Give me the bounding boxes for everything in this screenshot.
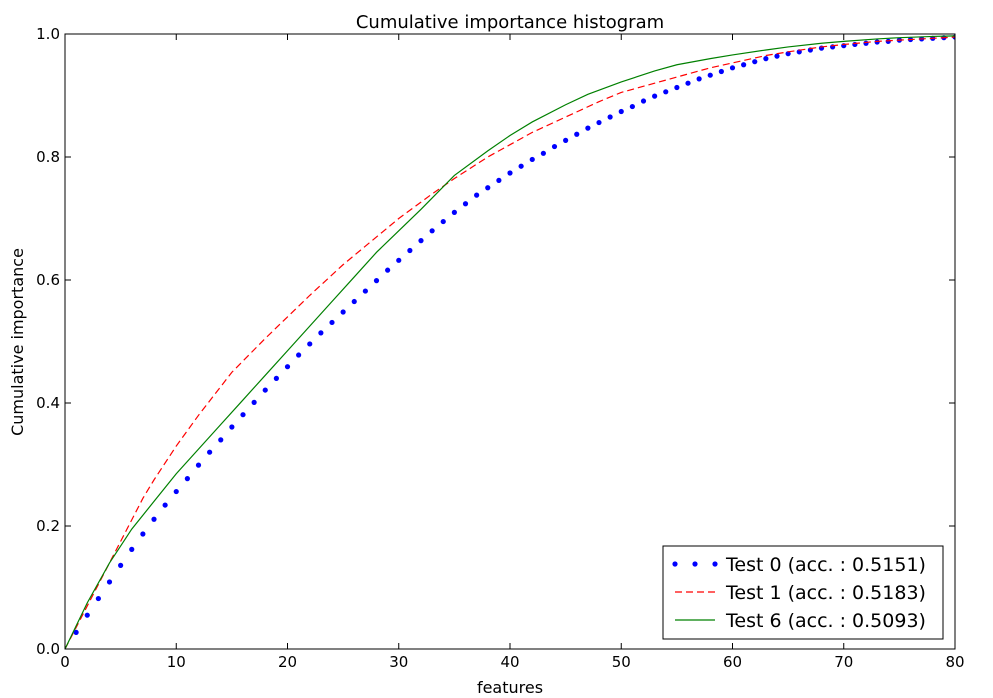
- x-tick-label: 30: [389, 653, 408, 671]
- series-0-point-26: [362, 288, 368, 294]
- series-0-point-5: [129, 546, 135, 552]
- y-tick-label: 1.0: [36, 25, 60, 43]
- y-tick-label: 0.0: [36, 640, 60, 658]
- legend: Test 0 (acc. : 0.5151) Test 1 (acc. : 0.5…: [662, 545, 944, 640]
- y-axis-label: Cumulative importance: [8, 248, 27, 436]
- series-0-point-63: [774, 53, 780, 59]
- series-0-point-45: [574, 131, 580, 137]
- series-0-point-41: [529, 156, 535, 163]
- series-0-point-59: [729, 65, 736, 71]
- x-axis-label: features: [477, 678, 543, 697]
- series-0-point-23: [329, 319, 335, 326]
- series-0-point-47: [596, 119, 602, 126]
- series-0-point-21: [307, 341, 313, 347]
- series-0-point-42: [540, 150, 546, 156]
- series-0-point-24: [340, 309, 346, 315]
- series-0-point-51: [640, 98, 647, 104]
- y-tick-label: 0.4: [36, 394, 60, 412]
- series-0-point-46: [585, 125, 591, 131]
- y-tick-label: 0.8: [36, 148, 60, 166]
- series-0-point-38: [496, 177, 502, 183]
- series-0-point-18: [273, 375, 279, 381]
- series-0-point-7: [151, 516, 157, 522]
- x-tick-label: 50: [612, 653, 631, 671]
- series-0-point-71: [863, 40, 869, 46]
- series-2: [65, 35, 955, 649]
- series-2-line: [65, 35, 955, 649]
- y-tick-label: 0.6: [36, 271, 60, 289]
- series-0-point-39: [507, 170, 513, 176]
- series-0-point-62: [763, 56, 769, 62]
- x-tick-label: 80: [945, 653, 964, 671]
- series-0-point-31: [418, 238, 424, 244]
- series-0-point-19: [284, 364, 291, 370]
- legend-marker-0-1: [692, 561, 698, 567]
- legend-label: Test 0 (acc. : 0.5151): [725, 554, 926, 576]
- series-0-point-54: [674, 84, 680, 91]
- series-0-point-10: [184, 476, 190, 482]
- series-0-point-35: [462, 201, 469, 207]
- series-0-point-61: [752, 59, 758, 65]
- legend-marker-0-2: [712, 561, 718, 567]
- series-0-point-29: [396, 257, 402, 263]
- series-0-point-22: [318, 330, 324, 336]
- series-0-point-43: [551, 143, 558, 150]
- series-0-point-33: [440, 218, 446, 225]
- series-0-point-56: [696, 76, 702, 82]
- series-0-point-32: [429, 228, 435, 234]
- series-0-point-50: [629, 103, 635, 110]
- series-0-point-14: [229, 424, 235, 430]
- legend-label: Test 6 (acc. : 0.5093): [725, 610, 926, 632]
- series-0-point-52: [652, 93, 658, 99]
- series-0-point-13: [218, 437, 224, 443]
- series-0-point-20: [296, 352, 302, 358]
- series-0-point-15: [240, 412, 246, 418]
- series-0-point-30: [407, 247, 413, 254]
- series-0-point-57: [707, 72, 713, 78]
- x-tick-label: 40: [500, 653, 519, 671]
- series-0-point-73: [885, 38, 891, 44]
- series-0-point-49: [618, 108, 624, 115]
- series-0-point-6: [140, 531, 146, 537]
- series-0: [73, 34, 955, 635]
- series-0-point-17: [262, 387, 268, 393]
- series-0-point-25: [351, 298, 357, 305]
- series-0-point-55: [685, 80, 691, 86]
- series-0-point-53: [663, 89, 669, 95]
- x-tick-label: 20: [278, 653, 297, 671]
- series-0-point-11: [195, 462, 202, 468]
- series-0-point-37: [485, 185, 491, 191]
- chart-title: Cumulative importance histogram: [356, 12, 664, 33]
- series-0-point-4: [118, 562, 124, 568]
- series-0-point-70: [852, 41, 858, 48]
- x-tick-label: 60: [723, 653, 742, 671]
- series-0-point-8: [162, 502, 168, 508]
- series-0-point-48: [607, 114, 613, 120]
- series-0-point-72: [874, 39, 880, 45]
- series-0-point-2: [95, 595, 101, 602]
- series-0-point-36: [474, 192, 480, 198]
- series-0-point-28: [385, 267, 391, 273]
- y-tick-label: 0.2: [36, 517, 60, 535]
- plot-area: 0 10 20 30 40 50 60 70 80 0.0 0.2 0.4 0.6 0.8 1.0: [36, 25, 964, 671]
- series-0-point-44: [563, 137, 569, 143]
- series-0-point-40: [518, 163, 524, 169]
- series-0-point-12: [207, 449, 213, 455]
- series-0-point-3: [106, 579, 113, 585]
- series-0-point-64: [785, 51, 791, 57]
- series-0-point-1: [84, 612, 90, 618]
- series-0-point-58: [718, 68, 724, 75]
- series-0-point-27: [373, 278, 380, 284]
- series-0-point-9: [173, 488, 179, 495]
- x-tick-label: 10: [167, 653, 186, 671]
- series-0-point-60: [741, 62, 747, 68]
- series-0-point-34: [451, 209, 457, 215]
- x-tick-label: 0: [60, 653, 70, 671]
- series-0-point-16: [251, 399, 257, 405]
- legend-marker-0-0: [672, 561, 678, 567]
- x-tick-label: 70: [834, 653, 853, 671]
- series-0-point-0: [73, 629, 79, 635]
- legend-label: Test 1 (acc. : 0.5183): [725, 582, 926, 604]
